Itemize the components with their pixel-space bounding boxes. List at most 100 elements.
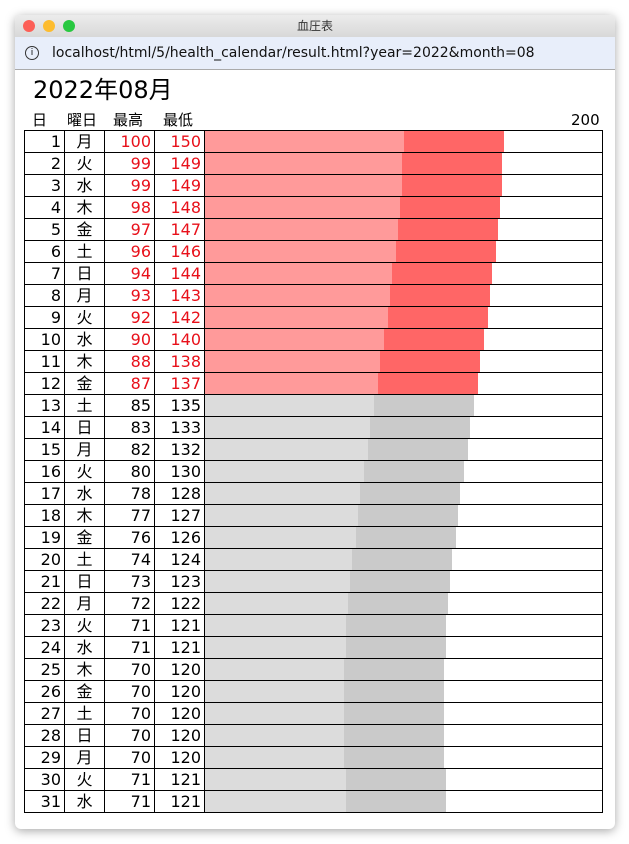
table-cell: 94 — [104, 262, 155, 285]
table-cell: 126 — [154, 526, 205, 549]
zoom-button[interactable] — [63, 20, 75, 32]
scale-max-label: 200 — [571, 111, 600, 129]
table-cell: 6 — [24, 240, 65, 263]
min-bar — [390, 285, 490, 306]
table-cell: 71 — [104, 614, 155, 637]
min-bar — [344, 747, 444, 768]
table-cell: 金 — [64, 680, 105, 703]
min-bar — [344, 703, 444, 724]
max-bar — [205, 131, 404, 152]
table-cell: 20 — [24, 548, 65, 571]
address-bar[interactable]: i localhost/html/5/health_calendar/resul… — [15, 37, 615, 70]
table-cell: 日 — [64, 570, 105, 593]
table-cell: 25 — [24, 658, 65, 681]
table-cell: 23 — [24, 614, 65, 637]
table-cell: 147 — [154, 218, 205, 241]
max-bar — [205, 681, 345, 702]
table-cell: 月 — [64, 284, 105, 307]
max-bar — [205, 593, 349, 614]
table-cell: 70 — [104, 680, 155, 703]
table-cell: 121 — [154, 768, 205, 791]
min-bar — [346, 615, 446, 636]
table-cell: 71 — [104, 768, 155, 791]
table-cell: 132 — [154, 438, 205, 461]
table-cell: 142 — [154, 306, 205, 329]
table-cell: 135 — [154, 394, 205, 417]
max-bar — [205, 175, 402, 196]
min-bar — [374, 395, 474, 416]
max-bar — [205, 197, 401, 218]
min-bar — [344, 681, 444, 702]
table-cell: 火 — [64, 306, 105, 329]
table-cell: 150 — [154, 130, 205, 153]
max-bar — [205, 461, 365, 482]
url: localhost/html/5/health_calendar/result.… — [52, 45, 535, 61]
min-bar — [358, 505, 458, 526]
table-cell: 土 — [64, 240, 105, 263]
max-bar — [205, 769, 347, 790]
table-cell: 金 — [64, 526, 105, 549]
table-cell: 72 — [104, 592, 155, 615]
table-cell: 火 — [64, 460, 105, 483]
table-cell: 77 — [104, 504, 155, 527]
table-cell: 水 — [64, 790, 105, 813]
min-bar — [348, 593, 448, 614]
max-bar — [205, 219, 399, 240]
close-button[interactable] — [23, 20, 35, 32]
min-bar — [398, 219, 498, 240]
table-cell: 火 — [64, 152, 105, 175]
table-cell: 水 — [64, 482, 105, 505]
min-bar — [404, 131, 504, 152]
max-bar — [205, 615, 347, 636]
table-cell: 85 — [104, 394, 155, 417]
table-cell: 28 — [24, 724, 65, 747]
table-cell: 22 — [24, 592, 65, 615]
table-cell: 7 — [24, 262, 65, 285]
table-cell: 83 — [104, 416, 155, 439]
bar-cell — [204, 790, 603, 813]
max-bar — [205, 263, 393, 284]
max-bar — [205, 417, 371, 438]
max-bar — [205, 527, 357, 548]
table-cell: 127 — [154, 504, 205, 527]
max-bar — [205, 549, 353, 570]
table-cell: 80 — [104, 460, 155, 483]
table-cell: 土 — [64, 702, 105, 725]
min-bar — [388, 307, 488, 328]
table-cell: 70 — [104, 658, 155, 681]
table-cell: 24 — [24, 636, 65, 659]
info-icon[interactable]: i — [25, 46, 39, 60]
max-bar — [205, 351, 381, 372]
table-cell: 18 — [24, 504, 65, 527]
min-bar — [378, 373, 478, 394]
table-cell: 143 — [154, 284, 205, 307]
table-cell: 5 — [24, 218, 65, 241]
table-cell: 金 — [64, 372, 105, 395]
table-cell: 124 — [154, 548, 205, 571]
max-bar — [205, 153, 402, 174]
max-bar — [205, 703, 345, 724]
table-cell: 90 — [104, 328, 155, 351]
table-cell: 92 — [104, 306, 155, 329]
table-cell: 71 — [104, 790, 155, 813]
table-cell: 120 — [154, 702, 205, 725]
table-cell: 13 — [24, 394, 65, 417]
table-cell: 76 — [104, 526, 155, 549]
table-cell: 9 — [24, 306, 65, 329]
table-cell: 土 — [64, 548, 105, 571]
table-cell: 99 — [104, 174, 155, 197]
minimize-button[interactable] — [43, 20, 55, 32]
table-cell: 火 — [64, 768, 105, 791]
min-bar — [352, 549, 452, 570]
table-cell: 19 — [24, 526, 65, 549]
window-title: 血圧表 — [296, 19, 333, 33]
min-bar — [392, 263, 492, 284]
max-bar — [205, 439, 369, 460]
table-cell: 29 — [24, 746, 65, 769]
table-cell: 87 — [104, 372, 155, 395]
max-bar — [205, 373, 379, 394]
table-cell: 133 — [154, 416, 205, 439]
table-cell: 121 — [154, 636, 205, 659]
max-bar — [205, 307, 389, 328]
min-bar — [344, 659, 444, 680]
